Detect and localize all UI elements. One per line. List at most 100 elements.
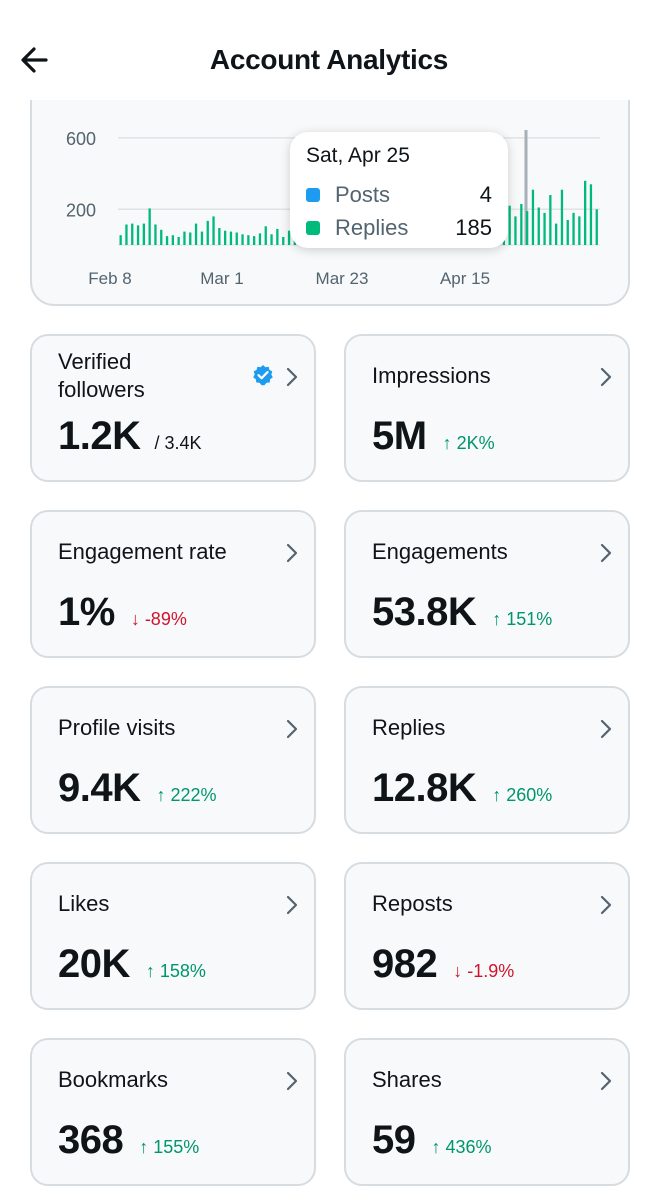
replies-bar[interactable]: [142, 223, 145, 245]
metric-value: 1%: [58, 590, 115, 634]
replies-bar[interactable]: [520, 204, 523, 245]
metric-label: Shares: [372, 1067, 442, 1092]
tooltip-value: 185: [455, 214, 492, 240]
replies-bar[interactable]: [253, 236, 256, 245]
page-title: Account Analytics: [209, 44, 449, 75]
replies-bar[interactable]: [200, 231, 204, 245]
metric-label: Impressions: [372, 363, 491, 388]
metric-value-row: 1% ↓ -89%: [58, 590, 187, 635]
replies-bar[interactable]: [241, 234, 244, 245]
replies-bar[interactable]: [148, 208, 151, 245]
chevron-right-icon: [286, 1071, 298, 1091]
y-tick-label: 200: [66, 200, 96, 220]
replies-bar[interactable]: [508, 205, 511, 245]
metric-card-replies[interactable]: Replies 12.8K ↑ 260%: [344, 686, 630, 834]
replies-bar[interactable]: [543, 212, 546, 245]
metric-card-engagements[interactable]: Engagements 53.8K ↑ 151%: [344, 510, 630, 658]
metric-card-bookmarks[interactable]: Bookmarks 368 ↑ 155%: [30, 1038, 316, 1186]
verified-badge-icon: [253, 365, 273, 386]
metric-value-row: 12.8K ↑ 260%: [372, 766, 552, 811]
metric-card-profile-visits[interactable]: Profile visits 9.4K ↑ 222%: [30, 686, 316, 834]
back-arrow-icon[interactable]: [14, 40, 54, 80]
replies-bar[interactable]: [572, 212, 575, 245]
replies-bar[interactable]: [589, 184, 593, 245]
replies-bar[interactable]: [154, 224, 157, 246]
replies-bar[interactable]: [578, 216, 581, 245]
metric-change: ↑ 2K%: [442, 433, 495, 453]
replies-bar[interactable]: [514, 216, 517, 245]
replies-bar[interactable]: [549, 195, 552, 245]
chevron-right-icon: [286, 719, 298, 739]
metric-label: Engagements: [372, 539, 508, 564]
metric-card-impressions[interactable]: Impressions 5M ↑ 2K%: [344, 334, 630, 482]
metric-change: ↑ 155%: [139, 1137, 200, 1157]
replies-bar[interactable]: [537, 207, 540, 246]
replies-bar[interactable]: [270, 234, 273, 245]
metric-card-reposts[interactable]: Reposts 982 ↓ -1.9%: [344, 862, 630, 1010]
tooltip-row-posts: Posts 4: [306, 178, 492, 211]
activity-chart[interactable]: 200 600 Feb 8 Mar 1 Mar 23 Apr 15 Sat, Apr 25…: [30, 76, 630, 306]
metric-label: Bookmarks: [58, 1067, 169, 1092]
metric-card-verified-followers[interactable]: Verified followers 1.2K / 3.4K: [30, 334, 316, 482]
replies-bar[interactable]: [282, 237, 285, 245]
metric-card-engagement-rate[interactable]: Engagement rate 1% ↓ -89%: [30, 510, 316, 658]
replies-bar[interactable]: [276, 228, 279, 245]
replies-bar[interactable]: [218, 228, 221, 245]
replies-bar[interactable]: [264, 226, 267, 245]
metric-label: Verified followers: [58, 349, 145, 402]
replies-bar[interactable]: [258, 233, 262, 245]
replies-bar[interactable]: [131, 223, 134, 245]
metric-change: ↑ 260%: [492, 785, 553, 805]
replies-bar[interactable]: [160, 229, 163, 245]
metric-card-shares[interactable]: Shares 59 ↑ 436%: [344, 1038, 630, 1186]
replies-bar[interactable]: [165, 236, 169, 245]
replies-bar[interactable]: [189, 232, 192, 246]
metric-value: 5M: [372, 414, 427, 458]
metric-change: ↑ 436%: [431, 1137, 492, 1157]
metric-value-row: 1.2K / 3.4K: [58, 414, 202, 459]
tooltip-date: Sat, Apr 25: [306, 144, 410, 167]
chevron-right-icon: [600, 719, 612, 739]
x-tick-label: Mar 23: [316, 269, 369, 288]
metric-change: ↑ 151%: [492, 609, 553, 629]
replies-bar[interactable]: [136, 225, 140, 245]
replies-bar[interactable]: [526, 211, 529, 245]
replies-bar[interactable]: [229, 231, 233, 245]
metric-value-row: 5M ↑ 2K%: [372, 414, 495, 459]
metric-value-row: 59 ↑ 436%: [372, 1118, 492, 1163]
metric-change: ↑ 222%: [156, 785, 217, 805]
replies-bar[interactable]: [171, 235, 174, 245]
replies-bar[interactable]: [531, 189, 535, 245]
metric-label: Replies: [372, 715, 446, 740]
metric-card-likes[interactable]: Likes 20K ↑ 158%: [30, 862, 316, 1010]
replies-bar[interactable]: [235, 232, 238, 246]
metric-label: Reposts: [372, 891, 453, 916]
y-tick-label: 600: [66, 129, 96, 149]
replies-bar[interactable]: [560, 189, 564, 245]
replies-bar[interactable]: [125, 224, 128, 246]
x-tick-label: Feb 8: [88, 269, 131, 288]
metric-value: 1.2K: [58, 414, 141, 458]
chevron-right-icon: [600, 543, 612, 563]
replies-bar[interactable]: [555, 223, 558, 245]
replies-bar[interactable]: [194, 223, 198, 245]
tooltip-value: 4: [479, 181, 492, 207]
replies-bar[interactable]: [212, 216, 215, 245]
replies-bar[interactable]: [584, 180, 587, 245]
replies-bar[interactable]: [247, 235, 250, 245]
replies-bar[interactable]: [595, 209, 598, 245]
replies-bar[interactable]: [287, 230, 291, 245]
tooltip-label: Posts: [335, 181, 391, 207]
metric-label: Profile visits: [58, 715, 176, 740]
replies-bar[interactable]: [566, 220, 569, 245]
replies-bar[interactable]: [177, 237, 180, 245]
replies-bar[interactable]: [119, 235, 122, 245]
replies-bar[interactable]: [224, 230, 227, 245]
metric-change: ↓ -1.9%: [453, 961, 515, 981]
metric-value: 53.8K: [372, 590, 477, 634]
replies-bar[interactable]: [183, 231, 186, 245]
metric-value-row: 9.4K ↑ 222%: [58, 766, 217, 811]
chevron-right-icon: [600, 895, 612, 915]
replies-bar[interactable]: [206, 220, 209, 245]
metric-total: / 3.4K: [154, 433, 202, 453]
